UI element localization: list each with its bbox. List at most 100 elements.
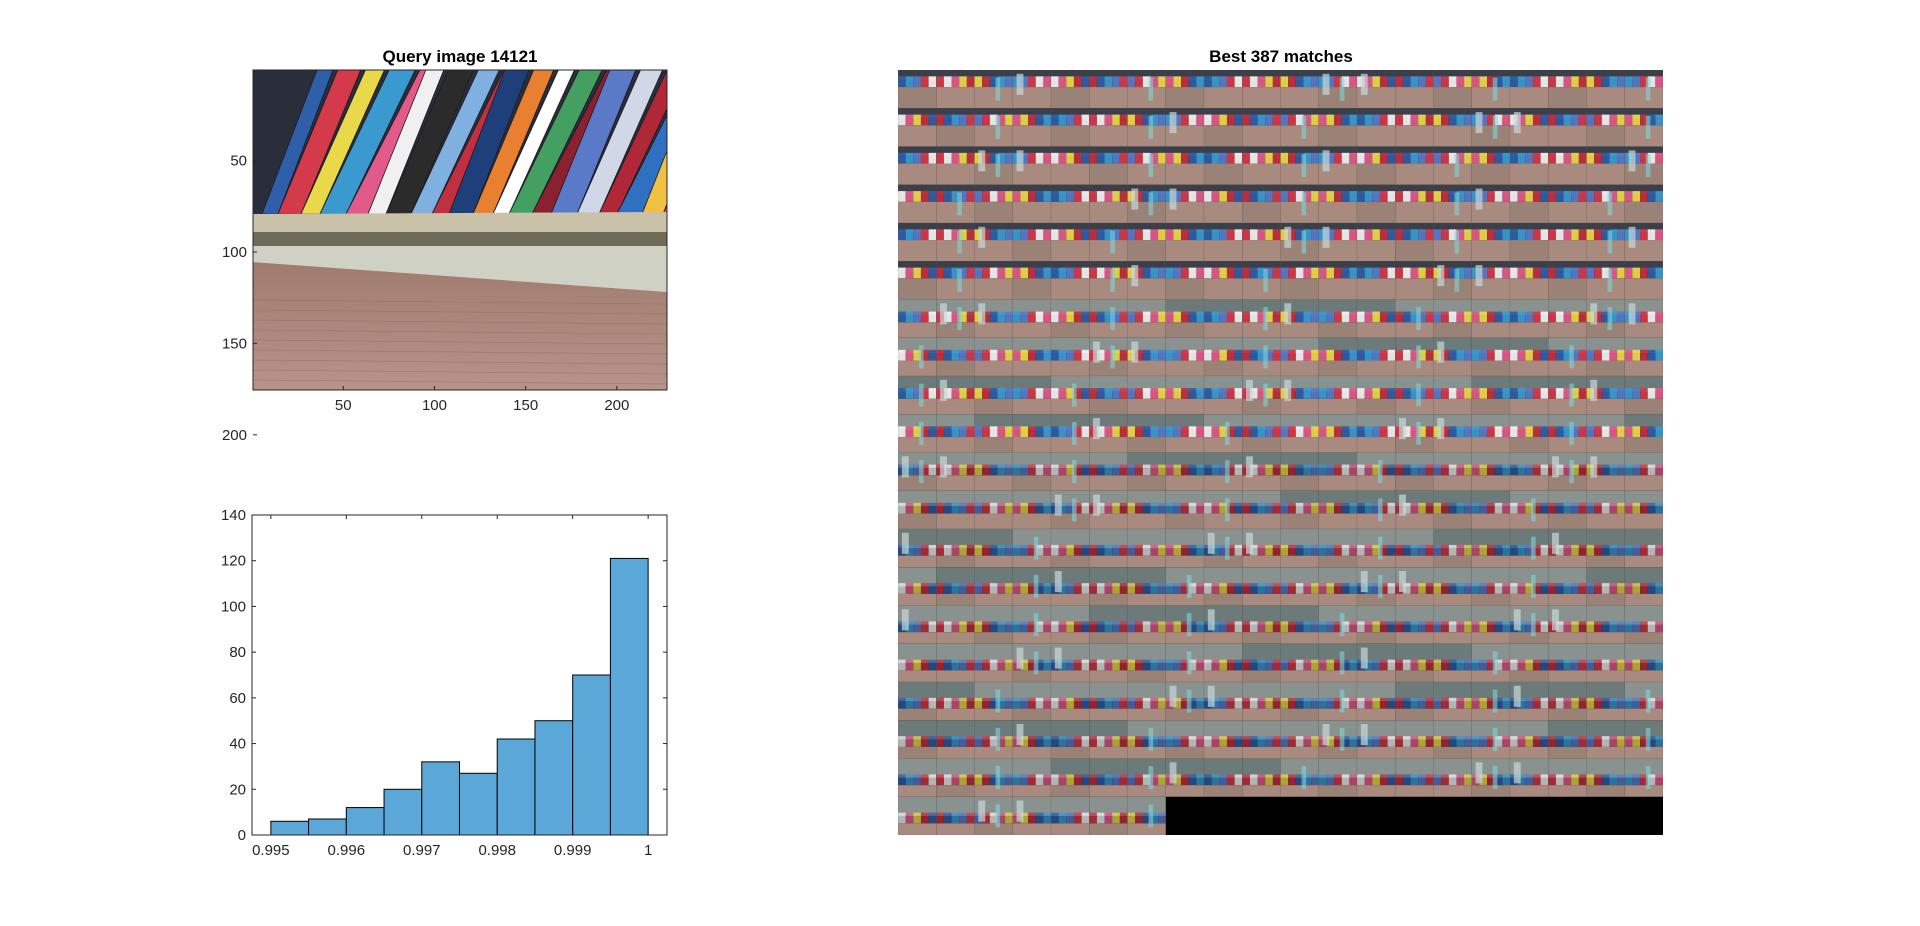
match-thumbnail (936, 337, 975, 377)
match-thumbnail (1433, 452, 1472, 491)
match-thumbnail (1012, 375, 1052, 415)
match-thumbnail (1280, 337, 1319, 377)
match-thumbnail (1242, 108, 1281, 147)
match-thumbnail (1127, 720, 1166, 759)
match-thumbnail (1395, 643, 1434, 683)
match-thumbnail (1433, 643, 1472, 683)
match-thumbnail (1280, 643, 1319, 683)
match-thumbnail (1586, 720, 1625, 759)
match-thumbnail (1203, 643, 1243, 683)
match-thumbnail (1433, 720, 1472, 759)
match-thumbnail (1089, 490, 1128, 530)
match-thumbnail (936, 605, 975, 644)
match-thumbnail (1165, 299, 1205, 338)
match-thumbnail (1356, 222, 1396, 262)
match-thumbnail (1548, 146, 1587, 185)
match-thumbnail (1280, 184, 1319, 224)
grain-line (253, 359, 667, 365)
match-thumbnail (1165, 567, 1205, 606)
match-thumbnail (1127, 528, 1166, 568)
match-thumbnail (1012, 222, 1052, 262)
match-thumbnail (1586, 299, 1625, 338)
match-thumbnail (1050, 70, 1090, 109)
match-thumbnail (1471, 222, 1511, 262)
query-y-axis: 50 100 150 200 (222, 153, 257, 444)
match-thumbnail (1050, 720, 1090, 759)
match-thumbnail (1624, 108, 1663, 147)
match-thumbnail (974, 720, 1013, 759)
match-thumbnail (1089, 184, 1128, 224)
match-thumbnail (1471, 720, 1511, 759)
match-thumbnail (1242, 414, 1281, 453)
match-thumbnail (1318, 261, 1358, 300)
match-thumbnail (1509, 222, 1549, 262)
match-thumbnail (1433, 681, 1472, 721)
match-thumbnail (1433, 146, 1472, 185)
query-image (253, 70, 667, 390)
match-thumbnail (936, 146, 975, 185)
match-thumbnail (936, 796, 975, 835)
match-thumbnail (936, 299, 975, 338)
match-thumbnail (1165, 720, 1205, 759)
match-thumbnail (1624, 375, 1663, 415)
match-thumbnail (1242, 337, 1281, 377)
match-thumbnail (1127, 414, 1166, 453)
match-thumbnail (1127, 796, 1166, 835)
match-thumbnail (1280, 720, 1319, 759)
match-thumbnail (974, 528, 1013, 568)
match-thumbnail (1586, 643, 1625, 683)
query-y-tick-label: 50 (230, 153, 247, 170)
match-thumbnail (936, 490, 975, 530)
match-thumbnail (1165, 528, 1205, 568)
match-thumbnail (1624, 222, 1663, 262)
match-thumbnail (1624, 720, 1663, 759)
match-thumbnail (1433, 108, 1472, 147)
match-thumbnail (1318, 490, 1358, 530)
match-thumbnail (1509, 414, 1549, 453)
match-thumbnail (1471, 490, 1511, 530)
match-thumbnail (1624, 452, 1663, 491)
histogram-x-tick-label: 1 (644, 842, 652, 859)
match-thumbnail (1127, 605, 1166, 644)
histogram-y-tick-label: 100 (221, 598, 246, 615)
grain-line (253, 329, 667, 335)
match-thumbnail (1471, 184, 1511, 224)
match-thumbnail (1318, 222, 1358, 262)
match-thumbnail (1012, 146, 1052, 185)
histogram-x-tick-label: 0.995 (252, 842, 290, 859)
match-thumbnail (1586, 605, 1625, 644)
match-thumbnail (1433, 490, 1472, 530)
histogram-bar (383, 788, 423, 836)
match-thumbnail (974, 146, 1013, 185)
match-thumbnail (1165, 108, 1205, 147)
match-thumbnail (1433, 567, 1472, 606)
match-thumbnail (1395, 146, 1434, 185)
match-thumbnail (1356, 720, 1396, 759)
match-thumbnail (936, 222, 975, 262)
match-thumbnail (1318, 643, 1358, 683)
match-thumbnail (898, 681, 937, 721)
match-thumbnail (1356, 567, 1396, 606)
match-thumbnail (1356, 528, 1396, 568)
match-thumbnail (1471, 681, 1511, 721)
match-thumbnail (1127, 261, 1166, 300)
match-thumbnail (1548, 222, 1587, 262)
match-thumbnail (1624, 337, 1663, 377)
grain-line (253, 349, 667, 355)
match-thumbnail (1242, 758, 1281, 797)
match-thumbnail (1318, 146, 1358, 185)
match-thumbnail (1433, 70, 1472, 109)
match-thumbnail (974, 70, 1013, 109)
histogram-bar (496, 738, 536, 836)
match-thumbnail (1242, 528, 1281, 568)
histogram-y-tick-label: 20 (229, 781, 246, 798)
match-thumbnail (936, 528, 975, 568)
match-thumbnail (1548, 681, 1587, 721)
match-thumbnail (898, 758, 937, 797)
match-thumbnail (1471, 605, 1511, 644)
match-thumbnail (1318, 758, 1358, 797)
match-thumbnail (1127, 70, 1166, 109)
match-thumbnail (1089, 337, 1128, 377)
match-thumbnail (1471, 452, 1511, 491)
match-thumbnail (1356, 758, 1396, 797)
